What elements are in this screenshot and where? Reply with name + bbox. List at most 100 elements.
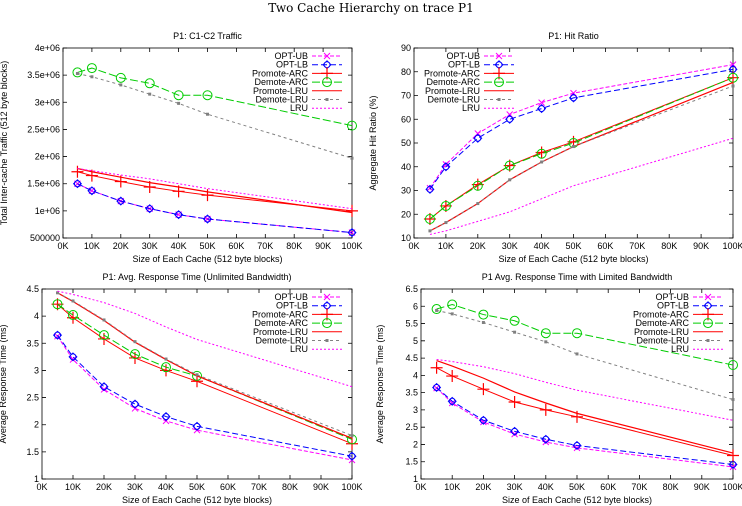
square-marker bbox=[428, 229, 432, 233]
y-tick-label: 3 bbox=[34, 365, 39, 375]
square-marker bbox=[90, 75, 94, 79]
circle-marker bbox=[347, 120, 357, 131]
circle-marker bbox=[506, 115, 514, 123]
circle-marker bbox=[175, 211, 183, 219]
legend-label: Demote-ARC bbox=[254, 77, 308, 87]
legend-label: Promote-LRU bbox=[253, 327, 308, 337]
circle-marker bbox=[542, 435, 550, 443]
series-lru: LRU bbox=[57, 290, 353, 388]
square-marker bbox=[731, 84, 735, 88]
chart-title: P1 Avg. Response Time with Limited Bandw… bbox=[482, 272, 672, 282]
diamond-marker bbox=[68, 352, 78, 362]
x-marker bbox=[323, 52, 331, 60]
circle-marker bbox=[115, 72, 126, 83]
x-tick-label: 100K bbox=[722, 241, 742, 251]
x-marker bbox=[442, 161, 450, 168]
diamond-marker bbox=[87, 186, 97, 196]
circle-marker bbox=[478, 309, 489, 320]
square-marker bbox=[56, 291, 59, 295]
circle-marker bbox=[448, 397, 456, 405]
square-marker bbox=[731, 398, 735, 402]
square-marker bbox=[350, 156, 354, 160]
x-tick-label: 0K bbox=[408, 241, 419, 251]
diamond-marker bbox=[130, 399, 140, 409]
circle-marker bbox=[479, 416, 487, 424]
diamond-marker bbox=[447, 396, 457, 406]
legend-label: OPT-UB bbox=[274, 292, 308, 302]
legend-label: Demote-LRU bbox=[636, 336, 689, 346]
legend-label: OPT-LB bbox=[276, 60, 308, 70]
y-tick-label: 70 bbox=[401, 91, 411, 101]
x-marker bbox=[495, 52, 503, 60]
x-tick-label: 10K bbox=[65, 482, 81, 492]
x-tick-label: 100K bbox=[341, 241, 362, 251]
circle-marker bbox=[204, 215, 211, 223]
series-line bbox=[429, 68, 734, 190]
legend-label: OPT-LB bbox=[448, 60, 480, 70]
circle-marker bbox=[193, 422, 201, 430]
legend-label: Promote-ARC bbox=[252, 68, 309, 78]
legend-label: Promote-ARC bbox=[633, 309, 690, 319]
x-tick-label: 100K bbox=[722, 482, 742, 492]
legend-label: Promote-ARC bbox=[424, 68, 481, 78]
circle-marker bbox=[161, 362, 171, 373]
series-line bbox=[77, 168, 353, 210]
plus-marker bbox=[446, 370, 459, 383]
circle-marker bbox=[728, 360, 738, 370]
x-tick-label: 40K bbox=[534, 241, 550, 251]
chart-2: P1: Hit Ratio Size of Each Cache (512 byt… bbox=[368, 31, 742, 264]
series-lru: LRU bbox=[77, 103, 353, 210]
series-opt-lb: OPT-LB bbox=[52, 301, 357, 461]
x-tick-label: 0K bbox=[36, 482, 47, 492]
series-promote-lru: Promote-LRU bbox=[436, 327, 734, 454]
square-marker bbox=[164, 357, 168, 361]
square-marker bbox=[450, 312, 454, 316]
chart-title: P1: Avg. Response Time (Unlimited Bandwi… bbox=[103, 272, 292, 282]
diamond-marker bbox=[510, 426, 520, 436]
circle-marker bbox=[447, 299, 458, 310]
diamond-marker bbox=[537, 103, 547, 114]
circle-marker bbox=[173, 90, 184, 101]
x-tick-label: 90K bbox=[313, 482, 329, 492]
series-line bbox=[436, 387, 734, 468]
x-axis-label: Size of Each Cache (512 byte blocks) bbox=[132, 254, 282, 264]
circle-marker bbox=[572, 328, 582, 339]
x-axis-label: Size of Each Cache (512 byte blocks) bbox=[122, 495, 272, 505]
circle-marker bbox=[162, 413, 170, 421]
x-tick-label: 40K bbox=[538, 482, 554, 492]
circle-marker bbox=[472, 180, 483, 191]
y-tick-label: 2 bbox=[34, 420, 39, 430]
y-tick-label: 500000 bbox=[30, 233, 60, 243]
circle-marker bbox=[72, 67, 83, 78]
plus-marker bbox=[508, 395, 521, 408]
series-lru: LRU bbox=[436, 344, 734, 421]
legend-label: Promote-LRU bbox=[634, 327, 689, 337]
series-line bbox=[436, 359, 734, 454]
series-demote-lru: Demote-LRU bbox=[427, 84, 735, 233]
series-line bbox=[436, 358, 734, 421]
legend-label: Demote-LRU bbox=[255, 95, 308, 105]
series-promote-arc: Promote-ARC bbox=[51, 298, 358, 450]
series-line bbox=[77, 167, 353, 214]
legend-label: Demote-ARC bbox=[426, 77, 480, 87]
x-marker bbox=[480, 418, 487, 426]
x-tick-label: 0K bbox=[415, 482, 426, 492]
y-tick-label: 2.5 bbox=[405, 422, 418, 432]
circle-marker bbox=[504, 160, 515, 171]
y-tick-label: 1e+06 bbox=[35, 206, 60, 216]
series-line bbox=[77, 67, 353, 127]
square-marker bbox=[444, 221, 448, 225]
plus-marker bbox=[71, 165, 84, 178]
circle-marker bbox=[573, 441, 581, 449]
series-line bbox=[57, 335, 353, 461]
plus-marker bbox=[346, 204, 358, 217]
plot-frame bbox=[62, 47, 353, 239]
y-tick-label: 3e+06 bbox=[35, 97, 60, 107]
square-marker bbox=[119, 83, 123, 87]
series-demote-arc: Demote-ARC bbox=[431, 299, 738, 370]
legend-label: OPT-LB bbox=[276, 301, 308, 311]
y-tick-label: 30 bbox=[401, 186, 411, 196]
circle-marker bbox=[424, 214, 435, 224]
square-marker bbox=[572, 145, 575, 149]
y-tick-label: 40 bbox=[401, 162, 411, 172]
